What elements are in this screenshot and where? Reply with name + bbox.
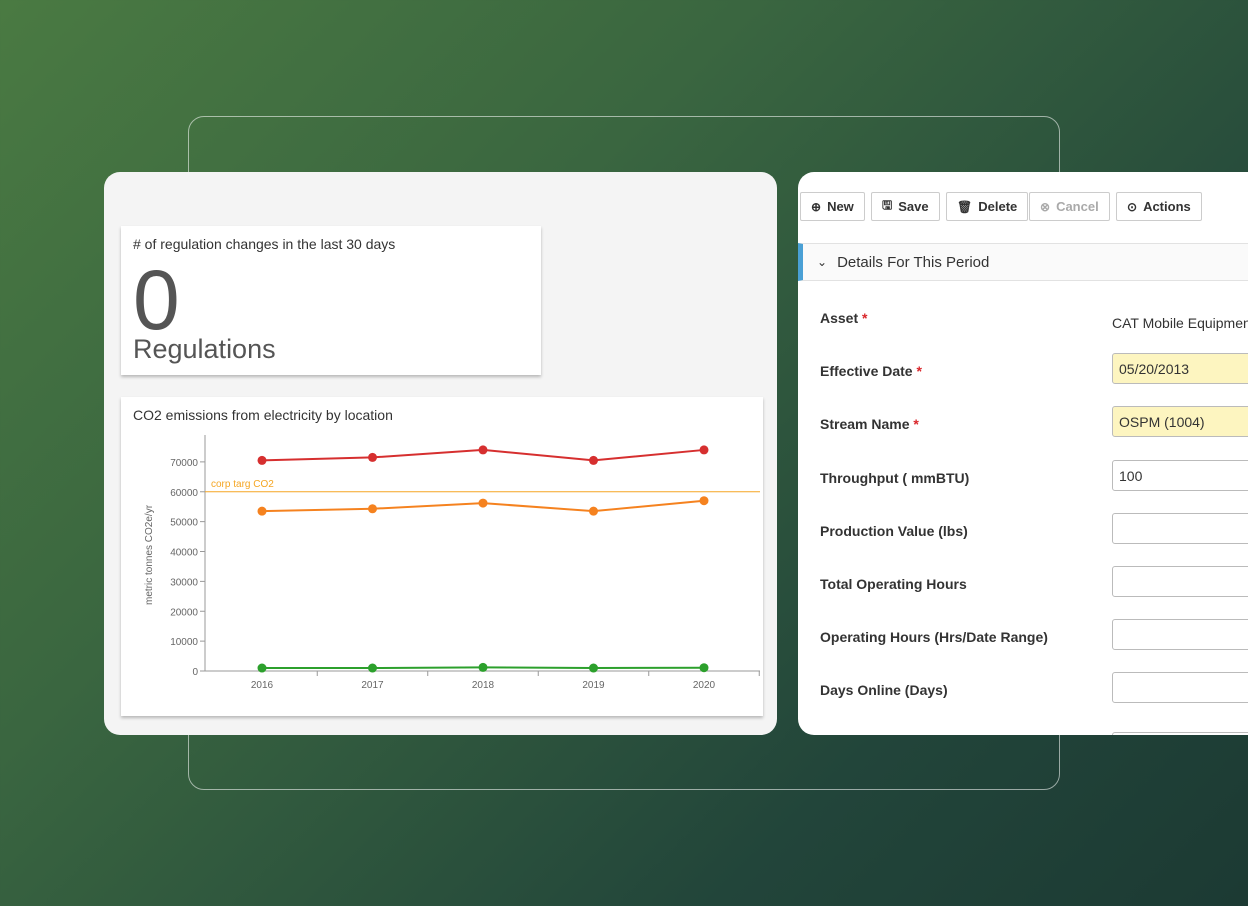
x-tick-label: 2018 bbox=[472, 680, 495, 691]
data-point bbox=[478, 445, 488, 455]
y-tick-label: 20000 bbox=[170, 607, 198, 618]
toolbar-button[interactable]: ⊙ Actions bbox=[1116, 192, 1202, 221]
field-label: Effective Date * bbox=[820, 363, 922, 379]
button-label: Save bbox=[898, 199, 929, 214]
button-label: New bbox=[827, 199, 854, 214]
data-point bbox=[368, 663, 377, 673]
x-tick-label: 2020 bbox=[693, 680, 716, 691]
button-icon: ⊕ bbox=[811, 199, 822, 214]
button-label: Cancel bbox=[1056, 199, 1099, 214]
toolbar-button[interactable]: 🗑 Delete bbox=[946, 192, 1029, 221]
x-tick-label: 2017 bbox=[361, 680, 384, 691]
y-tick-label: 50000 bbox=[170, 518, 198, 529]
data-point bbox=[589, 506, 598, 516]
button-label: Delete bbox=[978, 199, 1018, 214]
data-point bbox=[257, 663, 267, 673]
x-tick-label: 2019 bbox=[582, 680, 605, 691]
kpi-card: # of regulation changes in the last 30 d… bbox=[121, 226, 541, 375]
button-label: Actions bbox=[1143, 199, 1191, 214]
text-input[interactable] bbox=[1112, 672, 1248, 704]
field-label: Throughput ( mmBTU) bbox=[820, 470, 969, 486]
data-point bbox=[699, 663, 709, 673]
field-value: CAT Mobile Equipment bbox=[1112, 315, 1248, 331]
field-label-text: Stream Name bbox=[820, 416, 910, 433]
y-tick-label: 60000 bbox=[170, 488, 198, 499]
toolbar-button[interactable]: ⊕ New bbox=[800, 192, 865, 221]
data-point bbox=[257, 506, 267, 516]
field-label-text: Production Value (lbs) bbox=[820, 522, 968, 539]
required-marker: * bbox=[916, 363, 922, 380]
chart: CO2 emissions from electricity by locati… bbox=[133, 407, 760, 691]
text-input[interactable] bbox=[1112, 732, 1248, 735]
field-label: Total Operating Hours bbox=[820, 576, 967, 592]
data-point bbox=[589, 455, 598, 465]
chart-card: CO2 emissions from electricity by locati… bbox=[121, 397, 763, 716]
required-marker: * bbox=[913, 416, 919, 433]
field-label: Days Online (Days) bbox=[820, 682, 948, 698]
data-point bbox=[368, 452, 377, 462]
text-input[interactable]: 05/20/2013 bbox=[1112, 353, 1248, 385]
chart-title: CO2 emissions from electricity by locati… bbox=[133, 407, 393, 423]
field-label: Stream Name * bbox=[820, 416, 919, 432]
section-header[interactable]: ⌄ Details For This Period bbox=[798, 243, 1248, 281]
data-point bbox=[257, 455, 267, 465]
y-tick-label: 10000 bbox=[170, 637, 198, 648]
button-icon: 🖫 bbox=[882, 198, 893, 212]
y-tick-label: 70000 bbox=[170, 458, 198, 469]
text-input[interactable] bbox=[1112, 566, 1248, 597]
required-marker: * bbox=[862, 310, 868, 326]
field-label-text: Total Operating Hours bbox=[820, 576, 967, 592]
data-point bbox=[478, 498, 488, 508]
y-tick-label: 40000 bbox=[170, 548, 198, 559]
data-point bbox=[699, 496, 709, 506]
field-label-text: Asset bbox=[820, 310, 859, 326]
data-point bbox=[478, 662, 488, 672]
chevron-icon: ⌄ bbox=[817, 255, 828, 269]
y-tick-label: 30000 bbox=[170, 577, 198, 588]
field-label-text: Throughput ( mmBTU) bbox=[820, 469, 970, 486]
y-tick-label: 0 bbox=[192, 667, 198, 678]
field-label: Asset * bbox=[820, 310, 867, 326]
text-input[interactable] bbox=[1112, 619, 1248, 651]
field-label-text: Operating Hours (Hrs/Date Range) bbox=[820, 629, 1048, 646]
kpi-unit: Regulations bbox=[133, 334, 276, 364]
toolbar-button[interactable]: 🖫 Save bbox=[871, 192, 940, 221]
kpi-value: 0 bbox=[133, 253, 180, 347]
text-input[interactable]: OSPM (1004) bbox=[1112, 406, 1248, 438]
field-label-text: Effective Date bbox=[820, 363, 913, 380]
data-point bbox=[589, 663, 598, 673]
button-icon: 🗑 bbox=[957, 199, 973, 214]
y-axis-label: metric tonnes CO2e/yr bbox=[144, 504, 155, 605]
field-label-text: Days Online (Days) bbox=[820, 682, 948, 699]
kpi-title: # of regulation changes in the last 30 d… bbox=[133, 236, 396, 252]
data-point bbox=[699, 445, 709, 455]
toolbar-button: ⊗ Cancel bbox=[1029, 192, 1110, 221]
text-input[interactable]: 100 bbox=[1112, 459, 1248, 491]
section-title: Details For This Period bbox=[837, 253, 990, 271]
field-label: Production Value (lbs) bbox=[820, 523, 968, 539]
data-point bbox=[368, 504, 377, 514]
text-input[interactable] bbox=[1112, 512, 1248, 544]
reference-label: corp targ CO2 bbox=[211, 479, 274, 490]
button-icon: ⊗ bbox=[1040, 199, 1051, 214]
button-icon: ⊙ bbox=[1127, 199, 1138, 214]
x-tick-label: 2016 bbox=[251, 680, 274, 691]
field-label: Operating Hours (Hrs/Date Range) bbox=[820, 629, 1048, 645]
form-panel: ⌄ Details For This Period ⊕ New 🖫 Save 🗑 Dele… bbox=[798, 172, 1248, 735]
